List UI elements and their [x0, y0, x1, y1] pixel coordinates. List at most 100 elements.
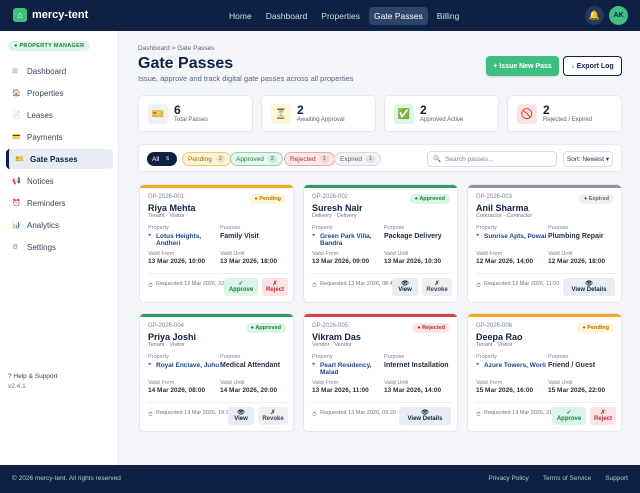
action-label: Revoke [262, 416, 284, 422]
terms-link[interactable]: Terms of Service [542, 475, 592, 482]
status-badge: ● Approved [409, 194, 450, 204]
card-divider [311, 402, 452, 403]
purpose-label: Purpose [548, 225, 569, 231]
issue-new-pass-button[interactable]: + Issue New Pass [486, 56, 559, 76]
nav-gate-passes[interactable]: Gate Passes [369, 7, 428, 25]
action-label: View [234, 416, 248, 422]
avatar[interactable]: AK [609, 6, 628, 25]
filter-bar: All 6 Pending 2 Approved 2 Rejected 1 Expired 1 🔍… [138, 144, 622, 172]
property-label: Property [476, 354, 497, 360]
filter-chip-approved[interactable]: Approved 2 [230, 152, 283, 166]
support-link[interactable]: Support [605, 475, 628, 482]
sidebar-item-analytics[interactable]: 📊 Analytics [6, 215, 113, 235]
stat-label: Approved Active [420, 117, 464, 123]
view-button[interactable]: 👁 View [228, 407, 254, 425]
action-label: Reject [265, 287, 284, 293]
location-pin-icon: ⌖ [312, 233, 316, 239]
sidebar-item-settings[interactable]: ⚙ Settings [6, 237, 113, 257]
property-link[interactable]: Sunrise Apts, Powai [484, 233, 547, 240]
status-bar [304, 185, 457, 188]
export-log-button[interactable]: ↓ Export Log [563, 56, 622, 76]
sidebar-item-reminders[interactable]: ⏰ Reminders [6, 193, 113, 213]
filter-count: 6 [163, 155, 173, 163]
bell-icon[interactable]: 🔔 [585, 6, 604, 25]
check-icon: ✓ [238, 280, 244, 287]
revoke-button[interactable]: ✗ Revoke [258, 407, 288, 425]
gate-pass-card: GP-2026-004 Priya Joshi Tenant · Visitor ● … [139, 313, 294, 432]
sidebar-item-label: Properties [27, 88, 64, 98]
property-link[interactable]: Green Park Villa, Bandra [320, 233, 372, 247]
rejected-expired-icon: 🚫 [517, 104, 537, 124]
property-link[interactable]: Lotus Heights, Andheri [156, 233, 202, 247]
card-icon: 💳 [12, 134, 21, 141]
filter-chip-rejected[interactable]: Rejected 1 [284, 152, 335, 166]
gate-pass-card: GP-2026-001 Riya Mehta Tenant · Visitor ● P… [139, 184, 294, 303]
property-label: Property [312, 354, 333, 360]
top-navbar: ⌂ mercy-tent Home Dashboard Properties G… [0, 0, 640, 31]
visitor-role: Contractor · Contractor [476, 213, 533, 219]
chart-icon: 📊 [12, 222, 21, 229]
valid-until-value: 13 Mar 2026, 14:00 [384, 387, 442, 394]
sidebar-item-leases[interactable]: 📄 Leases [6, 105, 113, 125]
sidebar-item-label: Dashboard [27, 66, 67, 76]
requested-time: Requested 13 Mar 2026, 19:30 [156, 410, 232, 416]
nav-properties[interactable]: Properties [321, 11, 361, 21]
sidebar-item-gate-passes[interactable]: 🎫 Gate Passes [6, 149, 113, 169]
sort-dropdown[interactable]: Sort: Newest ▾ [563, 151, 613, 167]
search-input[interactable]: 🔍 Search passes... [427, 151, 557, 167]
filter-chip-expired[interactable]: Expired 1 [334, 152, 382, 166]
check-icon: ✓ [566, 409, 572, 416]
brand-name[interactable]: mercy-tent [32, 9, 89, 21]
approve-button[interactable]: ✓ Approve [552, 407, 586, 425]
nav-home[interactable]: Home [229, 11, 252, 21]
stat-card-rejected-expired: 🚫 2 Rejected / Expired [507, 95, 622, 132]
action-label: Revoke [426, 287, 448, 293]
version-label: v2.4.1 [8, 383, 26, 390]
clock-icon: ⏱ [476, 412, 481, 418]
view-details-button[interactable]: 👁 View Details [399, 407, 451, 425]
approve-button[interactable]: ✓ Approve [224, 278, 258, 296]
nav-dashboard[interactable]: Dashboard [265, 11, 308, 21]
revoke-button[interactable]: ✗ Revoke [422, 278, 452, 296]
help-support-link[interactable]: ? Help & Support [8, 373, 58, 380]
filter-chip-pending[interactable]: Pending 2 [182, 152, 231, 166]
filter-label: Rejected [290, 155, 316, 163]
view-button[interactable]: 👁 View [392, 278, 418, 296]
reject-button[interactable]: ✗ Reject [590, 407, 616, 425]
nav-billing[interactable]: Billing [436, 11, 460, 21]
stat-label: Awaiting Approval [297, 117, 345, 123]
sidebar-item-label: Notices [27, 176, 54, 186]
grid-icon: ⊞ [12, 68, 18, 75]
purpose-label: Purpose [220, 354, 241, 360]
search-icon: 🔍 [433, 156, 442, 163]
purpose-value: Family Visit [220, 233, 259, 240]
reject-button[interactable]: ✗ Reject [262, 278, 288, 296]
valid-until-value: 15 Mar 2026, 22:00 [548, 387, 606, 394]
status-bar [468, 314, 621, 317]
sidebar-item-properties[interactable]: 🏠 Properties [6, 83, 113, 103]
stat-value: 2 [543, 103, 550, 117]
filter-label: Pending [188, 155, 212, 163]
property-link[interactable]: Pearl Residency, Malad [320, 362, 372, 376]
home-logo-icon[interactable]: ⌂ [13, 8, 27, 22]
clock-icon: ⏱ [312, 412, 317, 418]
sidebar-item-payments[interactable]: 💳 Payments [6, 127, 113, 147]
property-label: Property [312, 225, 333, 231]
property-label: Property [148, 225, 169, 231]
privacy-policy-link[interactable]: Privacy Policy [488, 475, 529, 482]
clock-icon: ⏱ [148, 283, 153, 289]
visitor-name: Anil Sharma [476, 203, 529, 213]
action-label: Approve [228, 287, 254, 293]
property-link[interactable]: Royal Enclave, Juhu [156, 362, 220, 369]
valid-until-label: Valid Until [548, 380, 573, 386]
visitor-name: Riya Mehta [148, 203, 196, 213]
card-divider [475, 273, 616, 274]
visitor-role: Vendor · Vendor [312, 342, 352, 348]
filter-chip-all[interactable]: All 6 [147, 152, 178, 166]
view-details-button[interactable]: 👁 View Details [563, 278, 615, 296]
sidebar-item-notices[interactable]: 📢 Notices [6, 171, 113, 191]
filter-count: 1 [366, 155, 376, 163]
visitor-role: Tenant · Visitor [148, 342, 185, 348]
sidebar-item-dashboard[interactable]: ⊞ Dashboard [6, 61, 113, 81]
property-link[interactable]: Azure Towers, Worli [484, 362, 546, 369]
